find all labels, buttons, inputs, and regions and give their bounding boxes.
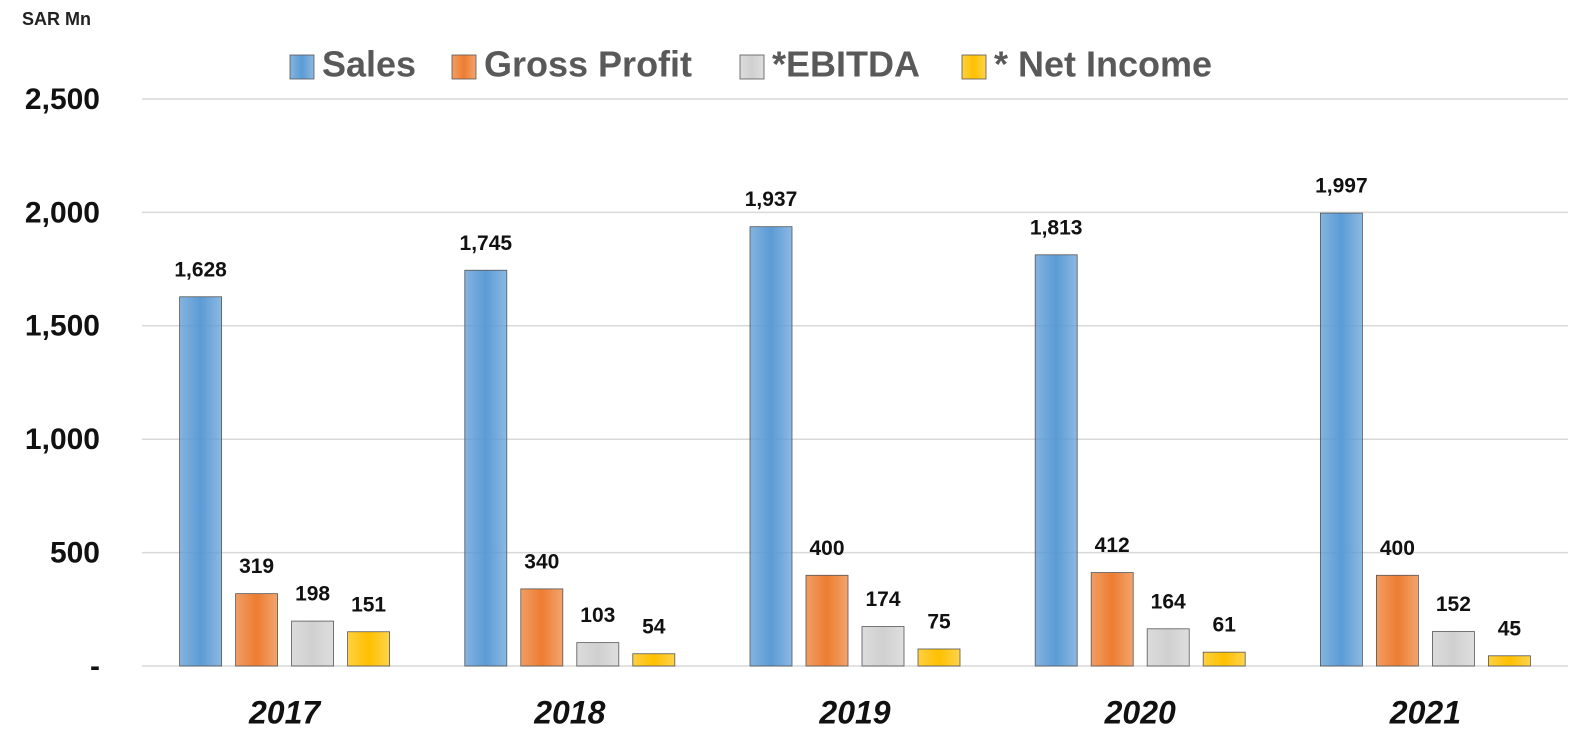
bar: [805, 574, 849, 667]
legend-label: Sales: [322, 44, 416, 85]
bar: [1488, 655, 1531, 667]
bar: [520, 588, 564, 667]
y-tick-label: -: [90, 650, 100, 683]
bar: [1202, 651, 1246, 667]
value-label: 1,997: [1315, 175, 1368, 198]
value-label: 151: [351, 593, 386, 616]
legend-marker: [289, 54, 315, 80]
bar: [179, 296, 223, 667]
legend-marker: [451, 54, 477, 80]
bar: [576, 642, 620, 667]
legend-marker: [961, 54, 987, 80]
value-label: 103: [580, 604, 615, 627]
x-tick-label: 2020: [1104, 694, 1176, 730]
value-label: 400: [1380, 537, 1415, 560]
y-tick-label: 2,000: [25, 196, 100, 229]
bar: [1432, 631, 1475, 667]
value-label: 412: [1095, 534, 1130, 557]
y-tick-label: 500: [50, 537, 100, 570]
y-tick-label: 2,500: [25, 83, 100, 116]
bar: [1320, 212, 1363, 667]
legend-label: * Net Income: [994, 44, 1212, 85]
value-label: 164: [1151, 590, 1186, 613]
bar: [1090, 572, 1134, 667]
bar: [861, 626, 905, 667]
bar: [347, 631, 391, 667]
value-label: 1,628: [174, 258, 227, 281]
y-tick-label: 1,500: [25, 310, 100, 343]
bar: [1034, 254, 1078, 667]
bar: [917, 648, 961, 667]
bar: [291, 620, 335, 667]
value-label: 198: [295, 583, 330, 606]
y-tick-label: 1,000: [25, 423, 100, 456]
value-label: 174: [865, 588, 900, 611]
value-label: 54: [642, 615, 666, 638]
value-label: 1,937: [745, 188, 798, 211]
value-label: 152: [1436, 593, 1471, 616]
x-tick-label: 2018: [533, 694, 605, 730]
bar: [464, 269, 508, 667]
x-tick-label: 2017: [248, 694, 322, 730]
legend-label: Gross Profit: [484, 44, 692, 85]
value-label: 61: [1213, 614, 1237, 637]
value-label: 400: [809, 537, 844, 560]
legend-label: *EBITDA: [772, 44, 920, 85]
bar: [1376, 574, 1419, 667]
value-label: 1,745: [460, 232, 513, 255]
bar: [632, 653, 676, 667]
x-tick-label: 2019: [818, 694, 890, 730]
bar: [235, 593, 279, 667]
y-axis-label: SAR Mn: [22, 9, 91, 29]
value-label: 319: [239, 555, 274, 578]
value-label: 75: [927, 611, 951, 634]
x-tick-label: 2021: [1389, 694, 1461, 730]
bar: [749, 226, 793, 667]
value-label: 1,813: [1030, 216, 1083, 239]
value-label: 45: [1498, 617, 1522, 640]
bar: [1146, 628, 1190, 667]
value-label: 340: [524, 550, 559, 573]
legend-marker: [739, 54, 765, 80]
